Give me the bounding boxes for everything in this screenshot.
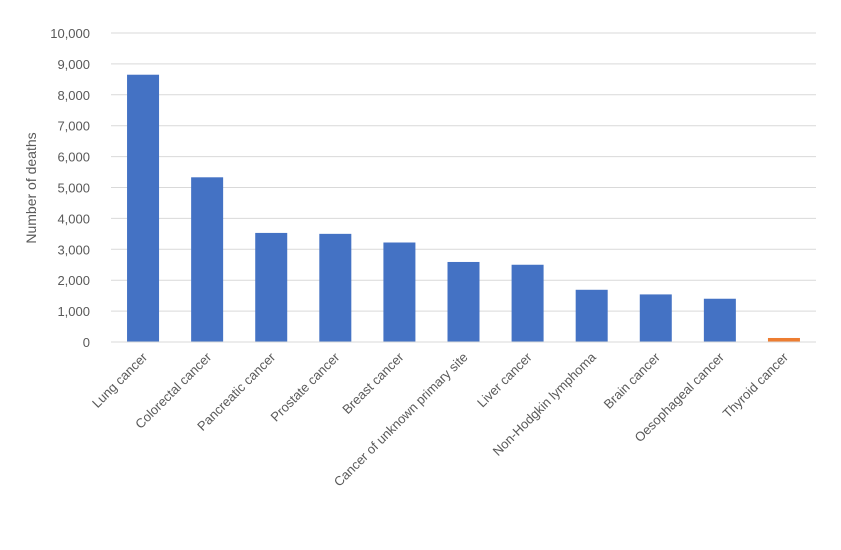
bar [767,337,800,342]
bar [703,298,736,342]
bar [639,294,672,342]
x-category-label: Brain cancer [601,349,664,412]
y-axis-title: Number of deaths [23,132,39,243]
y-tick-label: 3,000 [57,242,90,257]
y-tick-label: 1,000 [57,304,90,319]
y-tick-label: 9,000 [57,57,90,72]
y-tick-label: 2,000 [57,273,90,288]
x-category-label: Thyroid cancer [720,349,792,421]
bar [191,177,224,342]
y-tick-label: 6,000 [57,150,90,165]
bar [383,242,416,342]
y-tick-label: 5,000 [57,181,90,196]
x-category-label: Breast cancer [339,349,407,417]
x-category-label: Liver cancer [474,349,535,410]
y-tick-label: 4,000 [57,211,90,226]
y-tick-label: 10,000 [50,26,90,41]
bar [255,232,288,342]
bar [127,74,160,342]
x-category-label: Non-Hodgkin lymphoma [490,349,600,459]
gridlines [111,32,816,312]
y-tick-label: 7,000 [57,119,90,134]
bar [511,264,544,342]
bar [575,289,608,342]
bar [447,261,480,342]
bar [319,233,352,342]
bars [127,74,800,342]
y-axis-tick-labels: 0 1,000 2,000 3,000 4,000 5,000 6,000 7,000 8,00… [50,26,90,350]
x-category-label: Cancer of unknown primary site [331,350,471,490]
x-category-label: Lung cancer [89,349,151,411]
y-tick-label: 0 [83,335,90,350]
y-tick-label: 8,000 [57,88,90,103]
x-category-label: Prostate cancer [267,349,342,424]
